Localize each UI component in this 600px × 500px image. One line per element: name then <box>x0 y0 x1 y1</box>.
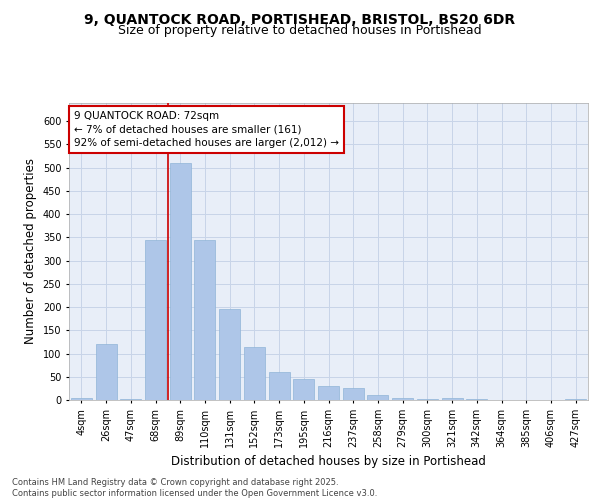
Bar <box>565 398 586 400</box>
Bar <box>219 310 240 400</box>
Bar <box>318 386 339 400</box>
Bar <box>367 396 388 400</box>
Bar <box>442 398 463 400</box>
Bar <box>269 372 290 400</box>
Bar <box>466 399 487 400</box>
Bar <box>145 240 166 400</box>
X-axis label: Distribution of detached houses by size in Portishead: Distribution of detached houses by size … <box>171 456 486 468</box>
Text: 9, QUANTOCK ROAD, PORTISHEAD, BRISTOL, BS20 6DR: 9, QUANTOCK ROAD, PORTISHEAD, BRISTOL, B… <box>85 12 515 26</box>
Bar <box>71 398 92 400</box>
Bar <box>392 398 413 400</box>
Bar <box>417 398 438 400</box>
Text: Contains HM Land Registry data © Crown copyright and database right 2025.
Contai: Contains HM Land Registry data © Crown c… <box>12 478 377 498</box>
Bar <box>120 398 141 400</box>
Y-axis label: Number of detached properties: Number of detached properties <box>24 158 37 344</box>
Text: Size of property relative to detached houses in Portishead: Size of property relative to detached ho… <box>118 24 482 37</box>
Bar <box>170 163 191 400</box>
Bar <box>194 240 215 400</box>
Bar <box>95 344 116 400</box>
Text: 9 QUANTOCK ROAD: 72sqm
← 7% of detached houses are smaller (161)
92% of semi-det: 9 QUANTOCK ROAD: 72sqm ← 7% of detached … <box>74 112 339 148</box>
Bar <box>244 346 265 400</box>
Bar <box>293 379 314 400</box>
Bar <box>343 388 364 400</box>
